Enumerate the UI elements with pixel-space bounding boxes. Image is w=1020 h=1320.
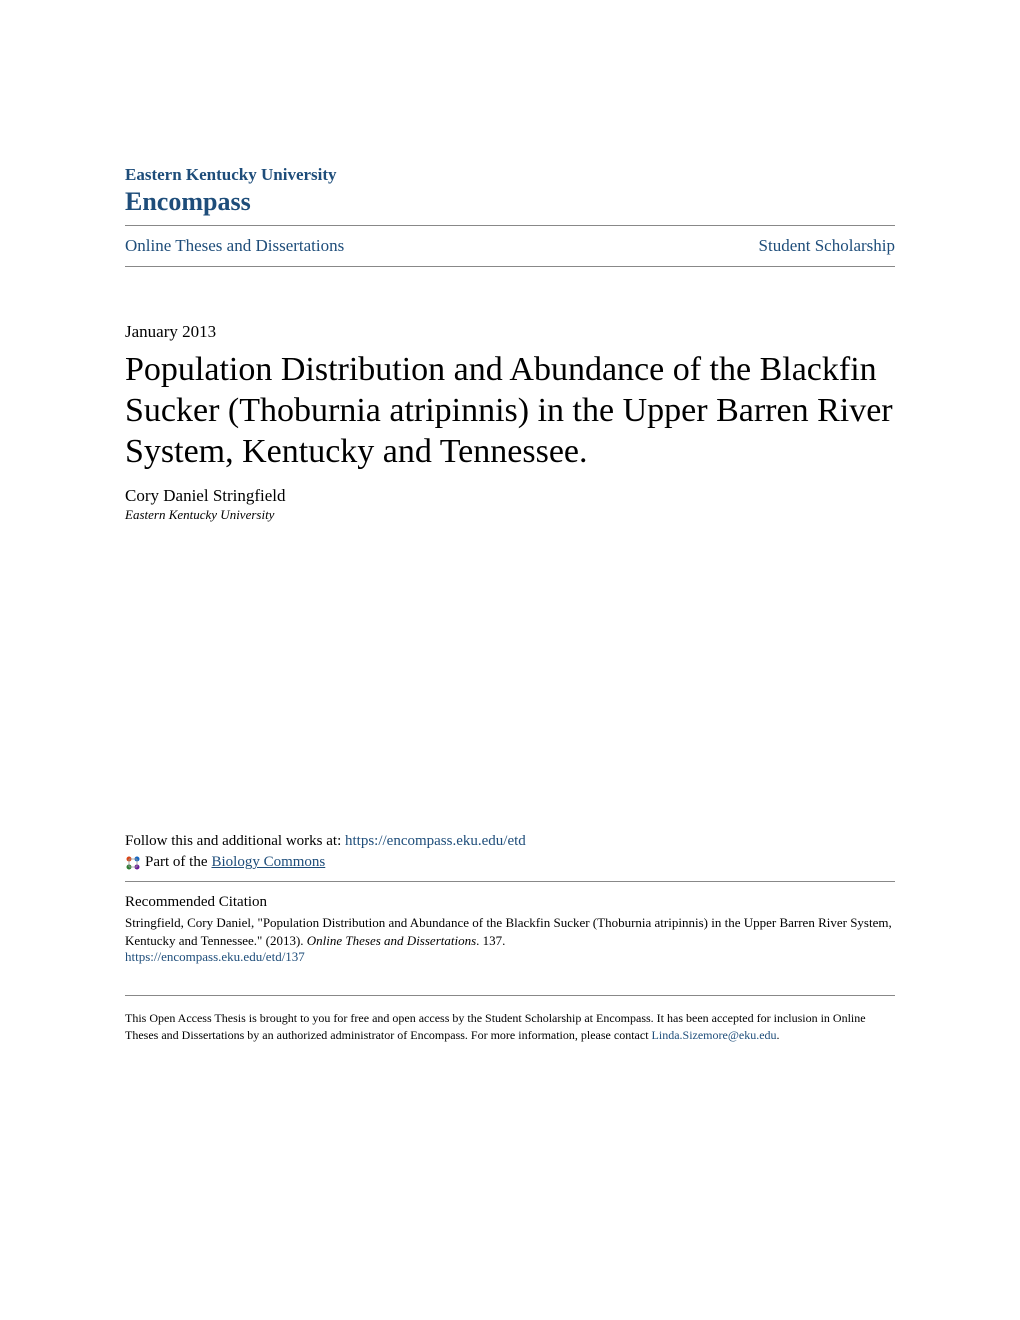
part-of-prefix: Part of the bbox=[145, 854, 207, 871]
citation-text: Stringfield, Cory Daniel, "Population Di… bbox=[125, 914, 895, 949]
repository-name[interactable]: Encompass bbox=[125, 187, 895, 217]
vertical-spacer bbox=[125, 523, 895, 833]
publication-date: January 2013 bbox=[125, 322, 895, 342]
contact-email-link[interactable]: Linda.Sizemore@eku.edu bbox=[652, 1028, 777, 1042]
citation-italic: Online Theses and Dissertations bbox=[307, 933, 476, 948]
commons-link[interactable]: Biology Commons bbox=[211, 854, 325, 871]
follow-line: Follow this and additional works at: htt… bbox=[125, 833, 895, 850]
follow-prefix: Follow this and additional works at: bbox=[125, 833, 345, 849]
divider-citation bbox=[125, 881, 895, 882]
breadcrumb-row: Online Theses and Dissertations Student … bbox=[125, 226, 895, 266]
breadcrumb-right-link[interactable]: Student Scholarship bbox=[759, 236, 895, 256]
network-icon bbox=[125, 855, 141, 871]
citation-link[interactable]: https://encompass.eku.edu/etd/137 bbox=[125, 949, 895, 965]
part-of-line: Part of the Biology Commons bbox=[125, 854, 895, 871]
citation-part1: Stringfield, Cory Daniel, "Population Di… bbox=[125, 915, 892, 948]
document-page: Eastern Kentucky University Encompass On… bbox=[0, 0, 1020, 1124]
divider-footer bbox=[125, 995, 895, 996]
paper-title: Population Distribution and Abundance of… bbox=[125, 350, 895, 472]
divider-breadcrumb bbox=[125, 266, 895, 267]
author-affiliation: Eastern Kentucky University bbox=[125, 507, 895, 523]
citation-heading: Recommended Citation bbox=[125, 894, 895, 911]
university-name[interactable]: Eastern Kentucky University bbox=[125, 165, 895, 185]
footer-part2: . bbox=[777, 1028, 780, 1042]
citation-part2: . 137. bbox=[476, 933, 505, 948]
footer-text: This Open Access Thesis is brought to yo… bbox=[125, 1010, 895, 1044]
author-name: Cory Daniel Stringfield bbox=[125, 486, 895, 506]
breadcrumb-left-link[interactable]: Online Theses and Dissertations bbox=[125, 236, 344, 256]
follow-url-link[interactable]: https://encompass.eku.edu/etd bbox=[345, 833, 526, 849]
